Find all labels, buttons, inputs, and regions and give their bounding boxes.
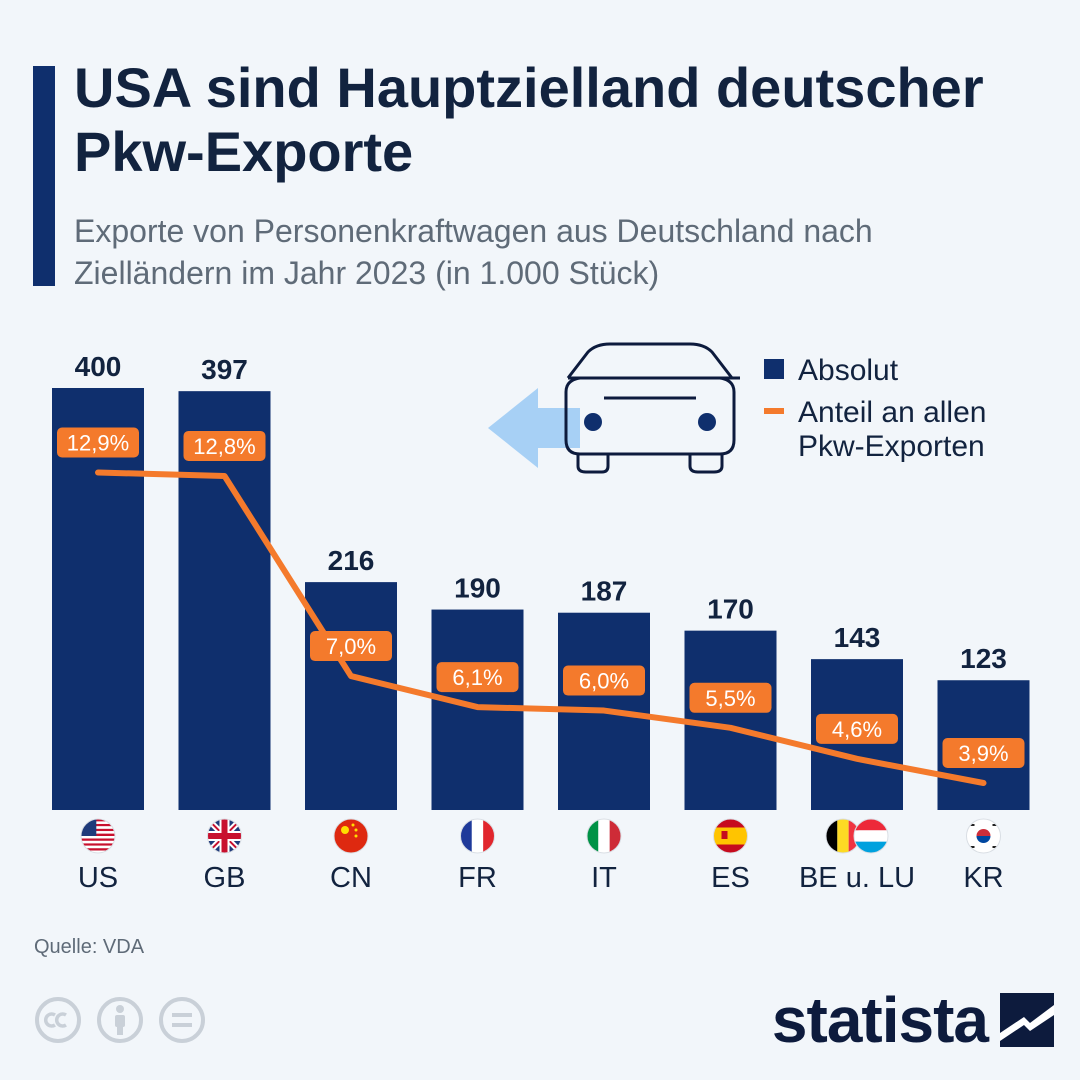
flag-fr-icon: [460, 818, 495, 854]
share-badge: [563, 665, 645, 696]
share-badge-label: 6,0%: [579, 669, 629, 694]
page-title: USA sind Hauptzielland deutscher Pkw-Exp…: [74, 56, 984, 183]
flag-es-icon: [713, 818, 748, 854]
chart: 400 397 216 190 187 170 143 123 12,9% 12,8% 7,0% 6,…: [52, 342, 1030, 894]
page-subtitle: Exporte von Personenkraftwagen aus Deuts…: [74, 213, 873, 291]
bar-value-label: 190: [454, 573, 501, 604]
share-point: [97, 472, 99, 473]
share-badge: [310, 631, 392, 662]
license-icons: [34, 996, 206, 1044]
bar-us: [52, 388, 144, 810]
share-point: [350, 675, 352, 677]
x-tick-label: GB: [204, 862, 246, 894]
share-point: [856, 758, 858, 760]
share-point: [603, 710, 605, 712]
x-tick-label: ES: [711, 862, 750, 894]
share-point: [224, 475, 225, 477]
x-tick-label: KR: [963, 862, 1003, 894]
share-point: [477, 706, 478, 708]
flag-cn-icon: [333, 818, 369, 854]
legend-label-line-continued: Pkw-Exporten: [798, 430, 985, 463]
labels-layer: 400 397 216 190 187 170 143 123 12,9% 12,8% 7,0% 6,…: [57, 351, 1025, 768]
bar-value-label: 400: [75, 351, 122, 382]
bar-cn: [305, 582, 397, 810]
share-line: [95, 469, 987, 786]
line-layer: [95, 469, 987, 786]
title-accent-bar: [33, 66, 55, 286]
statista-brand[interactable]: statista: [772, 988, 1054, 1052]
share-badge: [689, 682, 772, 713]
no-derivatives-icon[interactable]: [158, 996, 206, 1044]
bars-layer: [52, 388, 1030, 810]
bar-value-label: 187: [581, 576, 628, 607]
share-badge: [942, 738, 1025, 768]
share-badge-label: 3,9%: [958, 741, 1008, 766]
bar-es: [684, 630, 777, 810]
share-badge: [436, 662, 519, 693]
x-tick-label: IT: [591, 862, 617, 894]
x-tick-label: CN: [330, 862, 372, 894]
share-badge: [57, 427, 139, 458]
legend-label-line: Anteil an allen: [798, 396, 986, 429]
legend-swatch-line: [764, 408, 784, 414]
statista-logo-icon: [1000, 993, 1054, 1047]
arrow-left-icon: [488, 388, 580, 468]
flag-gb-icon: [207, 818, 242, 854]
bar-value-label: 170: [707, 594, 754, 625]
flag-lu-icon: [853, 818, 889, 854]
share-badge-label: 7,0%: [326, 634, 376, 659]
flag-it-icon: [586, 818, 622, 854]
x-tick-label: BE u. LU: [799, 862, 915, 894]
car-icon: [564, 342, 740, 474]
bar-value-label: 397: [201, 354, 248, 385]
creative-commons-icon[interactable]: [34, 996, 82, 1044]
share-badge-label: 12,8%: [193, 434, 255, 459]
flag-us-icon: [80, 818, 116, 854]
share-badge-label: 12,9%: [67, 431, 129, 456]
attribution-icon[interactable]: [96, 996, 144, 1044]
share-point: [730, 727, 731, 729]
source-note: Quelle: VDA: [34, 936, 145, 958]
bar-gb: [178, 391, 271, 810]
share-point: [983, 782, 984, 784]
bar-value-label: 143: [834, 622, 881, 653]
share-badge: [183, 430, 266, 461]
share-badge-label: 6,1%: [452, 665, 502, 690]
brand-name: statista: [771, 984, 989, 1056]
chart-legend: Absolut Anteil an allen Pkw-Exporten: [764, 354, 986, 463]
bar-value-label: 123: [960, 643, 1007, 674]
legend-swatch-bars: [764, 359, 784, 379]
flag-kr-icon: [966, 818, 1001, 854]
share-badge-label: 4,6%: [832, 717, 882, 742]
x-tick-label: US: [78, 862, 118, 894]
x-tick-label: FR: [458, 862, 497, 894]
axis-layer: US GB CN FR IT ES BE u. LU KR: [78, 818, 1004, 894]
share-badge-label: 5,5%: [705, 686, 755, 711]
share-badge: [816, 713, 898, 744]
legend-label-bars: Absolut: [798, 354, 899, 387]
bar-value-label: 216: [328, 545, 375, 576]
car-illustration: [488, 342, 740, 474]
